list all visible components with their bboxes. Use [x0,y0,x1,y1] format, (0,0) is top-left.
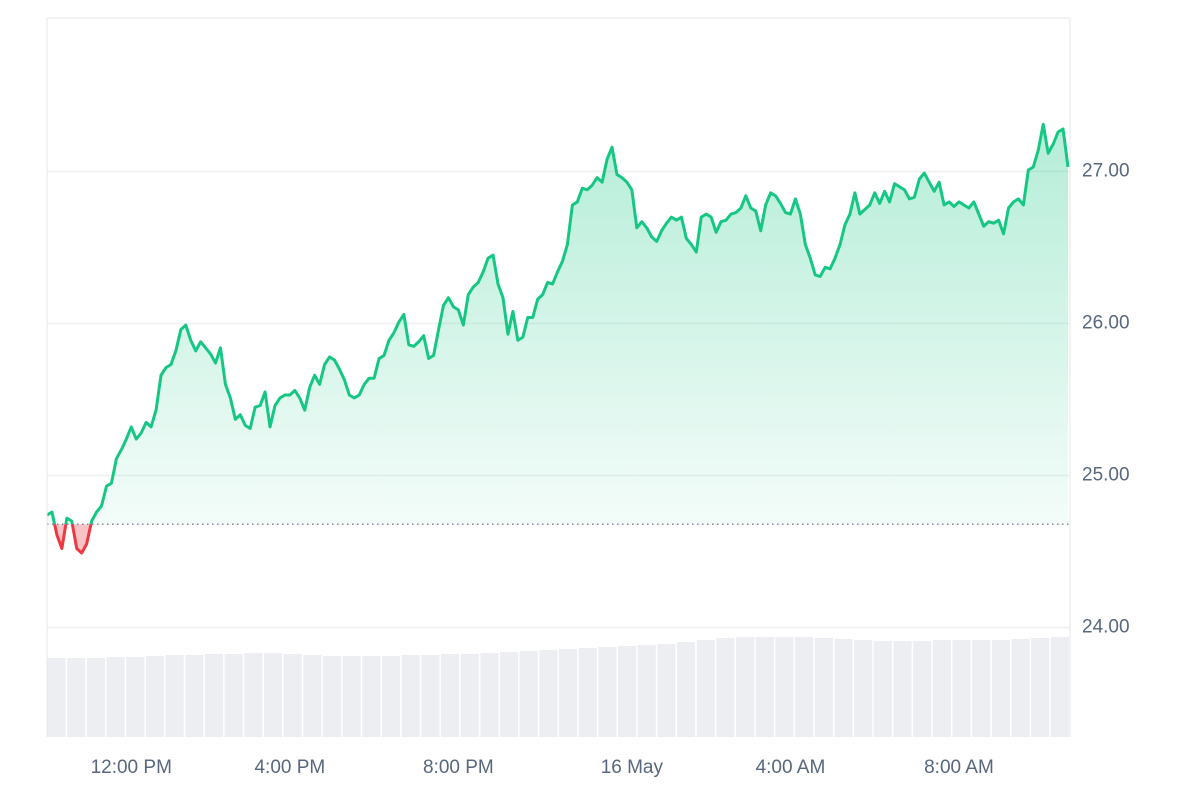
volume-bar [362,656,381,737]
volume-bar [795,637,814,737]
volume-bar [342,656,361,737]
volume-bar [559,649,578,737]
volume-bar [440,654,460,737]
volume-bar [736,637,755,737]
y-tick-label: 27.00 [1082,161,1130,182]
volume-bar [499,652,519,737]
volume-bar [480,653,499,737]
volume-bar [873,641,892,737]
volume-bar [913,641,932,737]
volume-bar [519,651,538,737]
volume-bar [854,640,873,737]
volume-bar [244,653,263,737]
volume-bar [578,648,597,737]
volume-bar [834,639,853,737]
volume-bar [185,655,204,737]
plot-layer [46,122,1070,555]
volume-bar [932,640,951,737]
x-tick-label: 12:00 PM [91,757,172,778]
volume-bar [145,656,165,737]
volume-bar [381,656,401,737]
x-tick-label: 4:00 PM [254,757,325,778]
volume-bar [47,658,66,737]
price-line-up [46,122,1070,525]
volume-bar [952,640,971,737]
y-tick-label: 24.00 [1082,617,1130,638]
volume-bar [106,657,125,737]
label-layer: 24.00 25.00 26.00 27.00 12:00 PM 4:00 PM 8:00 … [91,161,1130,778]
volume-bar [263,653,283,737]
volume-bar [224,654,243,737]
volume-bar [322,656,342,737]
volume-bar [86,658,106,737]
y-tick-label: 25.00 [1082,465,1130,486]
volume-bar [283,654,302,737]
volume-bar [67,658,86,737]
y-tick-label: 26.00 [1082,313,1130,334]
volume-bar [775,637,794,737]
volume-bar [637,645,656,737]
volume-bar [657,644,676,737]
volume-bar [598,647,617,737]
volume-bar [539,650,558,737]
x-tick-label: 8:00 PM [423,757,494,778]
volume-bar [401,655,420,737]
volume-bar [1031,638,1050,737]
x-tick-label: 4:00 AM [756,757,826,778]
volume-bar [716,638,735,737]
area-up [47,124,1068,525]
volume-bar [677,642,696,737]
x-tick-label: 8:00 AM [924,757,994,778]
volume-bar [696,640,715,737]
volume-bar [126,657,145,737]
volume-bar [972,640,991,737]
volume-bar [303,655,322,737]
volume-layer [47,637,1069,737]
volume-bar [1011,639,1030,737]
volume-bar [460,654,479,737]
volume-bar [618,646,637,737]
volume-bar [755,637,774,737]
volume-bar [1050,637,1069,737]
volume-bar [814,638,833,737]
volume-bar [421,655,440,737]
volume-bar [991,640,1010,737]
x-tick-label: 16 May [601,757,664,778]
volume-bar [204,654,224,737]
volume-bar [893,641,912,737]
volume-bar [165,655,184,737]
